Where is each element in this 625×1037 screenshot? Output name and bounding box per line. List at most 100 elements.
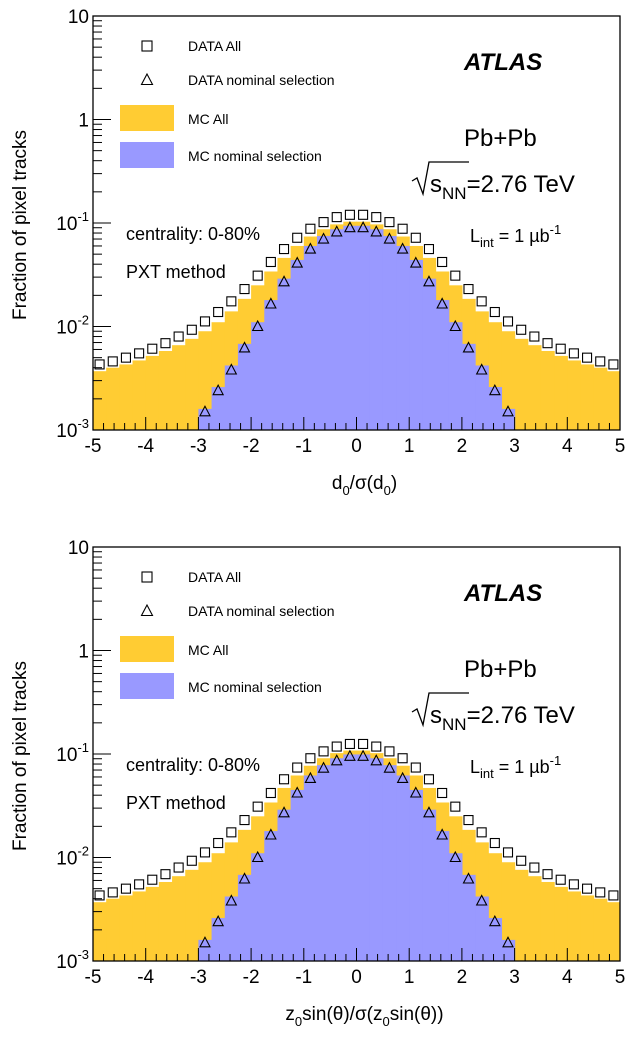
- point: [213, 837, 224, 849]
- bar: [593, 367, 608, 430]
- point: [107, 887, 118, 898]
- point: [488, 383, 501, 396]
- bar: [422, 809, 437, 961]
- point: [264, 297, 277, 309]
- point: [410, 762, 421, 773]
- bar: [198, 862, 213, 961]
- x-tick-label: -3: [190, 967, 207, 988]
- point: [147, 874, 158, 885]
- bar: [290, 789, 305, 961]
- legend: DATA All DATA nominal selection MC All MC n…: [120, 569, 335, 699]
- point: [160, 338, 171, 349]
- legend-marker: [141, 571, 153, 583]
- point: [226, 296, 237, 307]
- point: [358, 738, 369, 750]
- point: [595, 887, 606, 898]
- point: [488, 914, 501, 927]
- x-tick-label: 3: [509, 967, 520, 988]
- bar: [501, 408, 516, 430]
- point: [423, 244, 435, 255]
- legend-entry: MC All: [120, 636, 228, 662]
- point: [238, 872, 251, 884]
- bar: [277, 809, 292, 961]
- point: [396, 771, 409, 784]
- point: [357, 749, 369, 761]
- point: [225, 363, 238, 375]
- point: [331, 741, 342, 752]
- point: [134, 348, 145, 359]
- y-tick-label: 10-1: [56, 209, 89, 235]
- point: [502, 405, 514, 417]
- bar: [211, 918, 226, 961]
- bar: [224, 365, 239, 430]
- energy-label: sNN=2.76 TeV: [411, 692, 575, 734]
- x-tick-label: 1: [404, 436, 415, 457]
- point: [330, 225, 343, 237]
- point: [502, 936, 514, 948]
- point: [409, 256, 422, 268]
- legend-label: MC nominal selection: [188, 148, 322, 164]
- legend-swatch: [120, 636, 174, 662]
- bar: [475, 896, 489, 961]
- atlas-label: ATLAS: [463, 49, 542, 76]
- point: [199, 405, 211, 417]
- point: [344, 738, 355, 750]
- bar: [356, 225, 371, 430]
- point: [357, 221, 369, 233]
- bar: [514, 338, 529, 430]
- point: [239, 284, 250, 295]
- x-tick-label: 5: [615, 436, 625, 457]
- point: [489, 306, 500, 318]
- y-tick-label: 10-2: [56, 844, 89, 870]
- energy-text: sNN=2.76 TeV: [430, 171, 575, 203]
- bar: [119, 364, 134, 430]
- bar: [501, 331, 516, 430]
- bar: [540, 350, 555, 430]
- point: [264, 828, 277, 840]
- point: [160, 869, 171, 880]
- point: [212, 914, 225, 927]
- bar: [264, 300, 279, 430]
- point: [449, 850, 462, 863]
- series-mc-nominal-selection: [198, 225, 516, 430]
- point: [107, 356, 118, 367]
- point: [120, 883, 131, 894]
- series-data-nominal-selection: [199, 221, 514, 417]
- bar: [527, 345, 542, 430]
- legend-entry: DATA All: [141, 38, 241, 54]
- point: [437, 787, 448, 799]
- x-axis-title: z0​sin(θ)/σ(z0​sin(θ)): [285, 1004, 443, 1029]
- bar: [158, 881, 173, 961]
- point: [278, 244, 290, 255]
- x-axis-title: d0​/σ(d0​): [332, 473, 397, 498]
- point: [475, 363, 488, 375]
- legend-label: DATA All: [188, 38, 241, 54]
- bar: [396, 775, 410, 961]
- series-data-all: [94, 209, 619, 370]
- point: [317, 232, 330, 244]
- bar: [277, 278, 292, 430]
- point: [173, 331, 184, 342]
- point: [502, 847, 514, 858]
- legend-entry: DATA All: [141, 569, 241, 585]
- point: [292, 762, 303, 773]
- point: [371, 741, 382, 752]
- bar: [606, 902, 620, 961]
- point: [384, 217, 395, 228]
- point: [529, 862, 540, 873]
- bar: [237, 343, 252, 430]
- point: [397, 223, 408, 234]
- x-ticks: [92, 948, 621, 961]
- point: [94, 890, 105, 901]
- bar: [540, 881, 555, 961]
- point: [344, 209, 355, 220]
- plot-area: [93, 738, 620, 961]
- panel-bottom: -5 -4 -3 -2 -1 0 1 2 3 4 5 10-3 10-2 10-1 1 10 Fraction …: [10, 538, 625, 1029]
- point: [463, 815, 474, 826]
- bar: [251, 322, 265, 430]
- x-tick-label: 2: [457, 436, 468, 457]
- bar: [593, 898, 608, 961]
- bar: [172, 876, 186, 961]
- point: [331, 212, 342, 223]
- point: [252, 801, 263, 812]
